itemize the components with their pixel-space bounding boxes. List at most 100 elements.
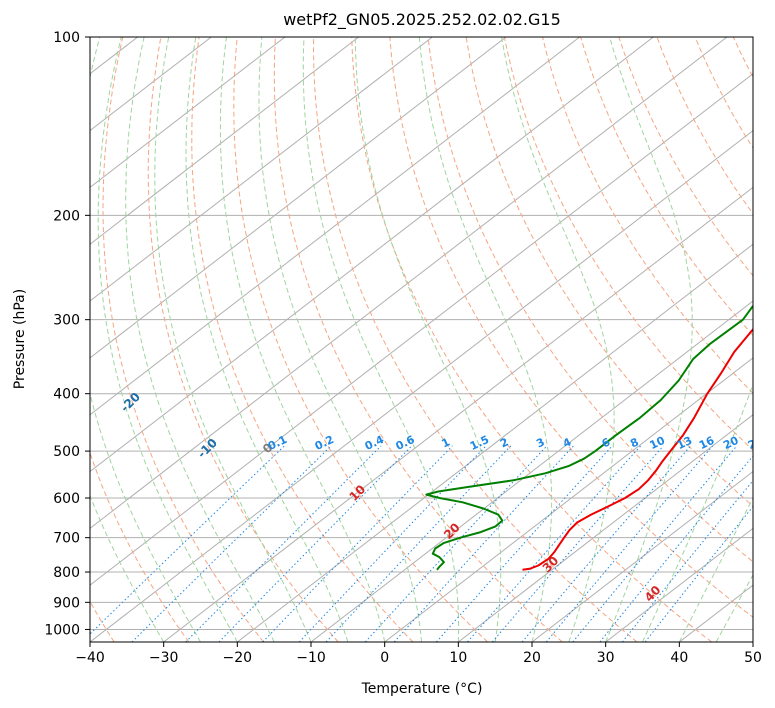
isotherm xyxy=(90,37,433,302)
x-tick-label: 20 xyxy=(523,650,541,666)
moist-adiabat xyxy=(258,37,422,642)
x-tick-label: 10 xyxy=(449,650,467,666)
moist-adiabat xyxy=(185,37,349,642)
sounding-series xyxy=(425,304,753,571)
dry-adiabat xyxy=(233,37,488,642)
y-tick-label: 700 xyxy=(53,531,80,547)
moist-adiabat xyxy=(302,37,460,642)
x-tick-label: −40 xyxy=(75,650,105,666)
mixing-ratio-label: 10 xyxy=(648,434,668,452)
moist-adiabat-lines xyxy=(90,37,753,642)
pressure-gridlines xyxy=(90,37,753,630)
mixing-ratio-label: 20 xyxy=(721,434,741,452)
x-tick-label: −20 xyxy=(223,650,253,666)
y-tick-label: 800 xyxy=(53,565,80,581)
y-tick-label: 500 xyxy=(53,444,80,460)
mixing-ratio-label: 1.5 xyxy=(468,433,491,453)
y-tick-label: 300 xyxy=(53,313,80,329)
mixing-ratio-label: 1 xyxy=(440,435,452,450)
dry-adiabat-lines xyxy=(90,32,775,642)
y-tick-label: 1000 xyxy=(44,622,80,638)
mixing-ratio-label: 0.1 xyxy=(266,433,289,453)
isotherm xyxy=(90,37,580,416)
moist-adiabat xyxy=(354,37,502,642)
mixing-ratio-label: 8 xyxy=(628,435,640,450)
isotherm xyxy=(163,186,753,642)
dry-adiabat xyxy=(102,37,264,642)
x-tick-label: 0 xyxy=(380,650,389,666)
moist-adiabat xyxy=(678,497,753,642)
mixing-ratio-label: 13 xyxy=(675,434,694,452)
mixing-ratio-line xyxy=(599,455,753,642)
isotherm xyxy=(237,243,753,642)
mixing-ratio-labels: 0.10.20.40.611.52346810131620253036 xyxy=(266,433,775,453)
mixing-ratio-label: 2 xyxy=(498,435,510,450)
moist-adiabat xyxy=(125,37,275,642)
isotherm xyxy=(679,584,753,642)
mixing-ratio-line xyxy=(521,445,691,642)
isotherm xyxy=(752,641,753,642)
y-axis-label: Pressure (hPa) xyxy=(12,289,28,389)
moist-adiabat xyxy=(90,37,201,642)
dry-adiabat xyxy=(465,37,753,507)
moist-adiabat xyxy=(219,37,386,642)
dry-adiabat-label: 40 xyxy=(642,583,664,605)
moist-adiabat xyxy=(501,37,615,642)
isotherm xyxy=(531,470,753,642)
dry-adiabat-label: 10 xyxy=(347,482,369,504)
mixing-ratio-line xyxy=(572,445,738,642)
dry-adiabat xyxy=(90,451,190,642)
dry-adiabat xyxy=(769,32,775,642)
mixing-ratio-label: 30 xyxy=(766,434,775,452)
x-tick-label: 40 xyxy=(670,650,688,666)
mixing-ratio-label: 25 xyxy=(746,434,765,452)
moist-adiabat xyxy=(97,37,238,642)
temperature-line xyxy=(522,327,753,571)
isotherm xyxy=(90,37,507,359)
mixing-ratio-label: 0.4 xyxy=(363,433,386,453)
y-tick-label: 600 xyxy=(53,491,80,507)
mixing-ratio-label: 16 xyxy=(697,434,717,452)
dry-adiabat xyxy=(694,37,753,150)
moist-adiabat xyxy=(642,382,753,642)
plot-area: -100-90-80-70-60-50-40-30-20-10010203040… xyxy=(50,32,775,642)
x-tick-label: 50 xyxy=(744,650,762,666)
y-tick-label: 200 xyxy=(53,208,80,224)
x-axis-ticks: −40 −30 −20 −10 0 10 20 30 40 50 xyxy=(75,642,762,666)
mixing-ratio-line xyxy=(393,445,574,642)
x-axis-label: Temperature (°C) xyxy=(361,681,483,697)
isotherm xyxy=(90,37,359,245)
dry-adiabat xyxy=(427,37,753,563)
moist-adiabat xyxy=(90,494,165,642)
y-axis-ticks: 100 200 300 400 500 600 700 800 900 1000 xyxy=(44,30,90,638)
mixing-ratio-label: 0.6 xyxy=(394,433,417,453)
mixing-ratio-lines xyxy=(90,445,753,642)
mixing-ratio-line xyxy=(131,445,332,642)
dry-adiabat xyxy=(351,37,713,642)
mixing-ratio-line xyxy=(467,445,642,642)
dry-adiabat xyxy=(191,37,414,642)
mixing-ratio-line xyxy=(545,445,714,642)
chart-title: wetPf2_GN05.2025.252.02.02.G15 xyxy=(283,10,561,30)
y-tick-label: 100 xyxy=(53,30,80,46)
x-tick-label: 30 xyxy=(597,650,615,666)
moist-adiabat xyxy=(154,37,312,642)
mixing-ratio-line xyxy=(262,445,453,642)
isotherm xyxy=(458,414,753,642)
dry-adiabat-label: -10 xyxy=(195,436,220,461)
isotherm xyxy=(605,527,753,642)
dry-adiabat xyxy=(580,37,753,337)
mixing-ratio-line xyxy=(90,445,285,635)
mixing-ratio-line xyxy=(491,445,664,642)
isotherm xyxy=(90,37,654,473)
y-tick-label: 400 xyxy=(53,387,80,403)
moist-adiabat xyxy=(418,37,553,642)
dry-adiabat xyxy=(147,37,339,642)
mixing-ratio-line xyxy=(364,445,548,642)
dry-adiabat-label: -30 xyxy=(50,344,75,369)
dry-adiabat xyxy=(312,37,638,642)
isotherm xyxy=(90,37,286,189)
x-tick-label: −10 xyxy=(296,650,326,666)
dewpoint-line xyxy=(425,304,753,571)
